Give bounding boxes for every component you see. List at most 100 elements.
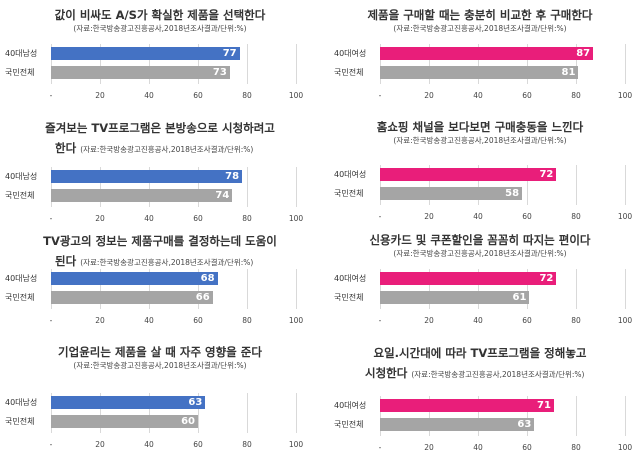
tick-label: -: [49, 440, 53, 449]
chart-panel: 기업윤리는 제품을 살 때 자주 영향을 준다 (자료:한국방송광고진흥공사,20…: [0, 337, 320, 449]
tick-label: 100: [288, 91, 304, 100]
category-label: 40대여성: [334, 170, 367, 179]
tick-label: 80: [571, 91, 581, 100]
tick-label: 60: [193, 91, 203, 100]
gridline: [527, 269, 528, 309]
tick-label: 60: [522, 212, 532, 221]
gridline: [625, 396, 626, 436]
category-label: 40대남성: [5, 274, 38, 283]
gridline: [429, 269, 430, 309]
tick-label: 40: [473, 443, 483, 452]
gridline: [51, 44, 52, 84]
bar: 66: [51, 291, 213, 304]
gridline: [149, 269, 150, 309]
category-label: 국민전체: [334, 189, 364, 198]
data-label: 71: [537, 400, 551, 411]
chart-source: (자료:한국방송광고진흥공사,2018년조사결과/단위:%): [393, 24, 567, 33]
chart-panel: 즐겨보는 TV프로그램은 본방송으로 시청하려고 한다 (자료:한국방송광고진흥공…: [0, 112, 320, 224]
gridline: [198, 269, 199, 309]
chart-title-cont: 시청한다: [365, 366, 408, 380]
category-label: 40대남성: [5, 49, 38, 58]
plot-area: 40대남성 77 국민전체 73 - 20 40 60 80 100: [0, 44, 320, 104]
chart-source: (자료:한국방송광고진흥공사,2018년조사결과/단위:%): [393, 136, 567, 145]
chart-title: 즐겨보는 TV프로그램은 본방송으로 시청하려고: [45, 121, 275, 135]
chart-panel: 신용카드 및 쿠폰할인을 꼼꼼히 따지는 편이다 (자료:한국방송광고진흥공사,2…: [320, 225, 640, 337]
gridline: [527, 165, 528, 205]
chart-source: (자료:한국방송광고진흥공사,2018년조사결과/단위:%): [73, 361, 247, 370]
chart-title: 신용카드 및 쿠폰할인을 꼼꼼히 따지는 편이다: [369, 233, 591, 247]
gridline: [527, 44, 528, 84]
plot-area: 40대여성 72 국민전체 58 - 20 40 60 80 100: [320, 165, 640, 225]
plot-area: 40대남성 78 국민전체 74 - 20 40 60 80 100: [0, 167, 320, 227]
gridline: [429, 44, 430, 84]
tick-label: 40: [144, 214, 154, 223]
data-label: 63: [517, 419, 532, 430]
tick-label: 40: [473, 91, 483, 100]
gridline: [198, 393, 199, 433]
gridline: [198, 44, 199, 84]
gridline: [296, 167, 297, 207]
gridline: [149, 44, 150, 84]
bar: 77: [51, 47, 240, 60]
data-label: 73: [212, 67, 227, 78]
bar: 81: [380, 66, 579, 79]
tick-label: 20: [95, 91, 105, 100]
bar: 63: [380, 418, 535, 431]
tick-label: -: [49, 91, 53, 100]
gridline: [380, 165, 381, 205]
gridline: [527, 396, 528, 436]
tick-label: 20: [95, 214, 105, 223]
gridline: [51, 393, 52, 433]
chart-panel: 제품을 구매할 때는 충분히 비교한 후 구매한다 (자료:한국방송광고진흥공사,…: [320, 0, 640, 112]
gridline: [296, 44, 297, 84]
bar: 78: [51, 170, 243, 183]
chart-title: 기업윤리는 제품을 살 때 자주 영향을 준다: [58, 345, 262, 359]
gridline: [380, 396, 381, 436]
gridline: [51, 269, 52, 309]
tick-label: -: [378, 443, 382, 452]
tick-label: 20: [424, 443, 434, 452]
category-label: 40대남성: [5, 398, 38, 407]
gridline: [296, 393, 297, 433]
tick-label: 20: [424, 91, 434, 100]
data-label: 66: [195, 292, 210, 303]
tick-label: 60: [193, 214, 203, 223]
data-label: 72: [539, 169, 554, 180]
data-label: 87: [576, 48, 591, 59]
data-label: 72: [539, 273, 554, 284]
chart-panel: 홈쇼핑 채널을 보다보면 구매충동을 느낀다 (자료:한국방송광고진흥공사,201…: [320, 112, 640, 224]
bar: 68: [51, 272, 218, 285]
gridline: [100, 269, 101, 309]
chart-title-cont: 한다: [55, 141, 77, 155]
category-label: 국민전체: [5, 293, 35, 302]
tick-label: 100: [617, 443, 633, 452]
bar: 58: [380, 187, 523, 200]
chart-title: 값이 비싸도 A/S가 확실한 제품을 선택한다: [54, 8, 266, 22]
gridline: [51, 167, 52, 207]
tick-label: 80: [242, 316, 252, 325]
category-label: 국민전체: [334, 68, 364, 77]
bar: 74: [51, 189, 233, 202]
data-label: 81: [561, 67, 576, 78]
category-label: 40대여성: [334, 49, 367, 58]
gridline: [247, 393, 248, 433]
gridline: [478, 396, 479, 436]
gridline: [247, 167, 248, 207]
gridline: [478, 165, 479, 205]
tick-label: 100: [288, 440, 304, 449]
plot-area: 40대여성 72 국민전체 61 - 20 40 60 80 100: [320, 269, 640, 329]
tick-label: 100: [617, 316, 633, 325]
chart-title: 홈쇼핑 채널을 보다보면 구매충동을 느낀다: [376, 120, 584, 134]
chart-title-cont: 된다: [55, 254, 77, 268]
tick-label: 20: [424, 316, 434, 325]
tick-label: -: [378, 91, 382, 100]
category-label: 국민전체: [5, 68, 35, 77]
tick-label: 80: [571, 212, 581, 221]
gridline: [625, 165, 626, 205]
plot-area: 40대남성 63 국민전체 60 - 20 40 60 80 100: [0, 393, 320, 453]
gridline: [149, 393, 150, 433]
gridline: [247, 269, 248, 309]
gridline: [149, 167, 150, 207]
tick-label: -: [378, 316, 382, 325]
bar: 87: [380, 47, 594, 60]
